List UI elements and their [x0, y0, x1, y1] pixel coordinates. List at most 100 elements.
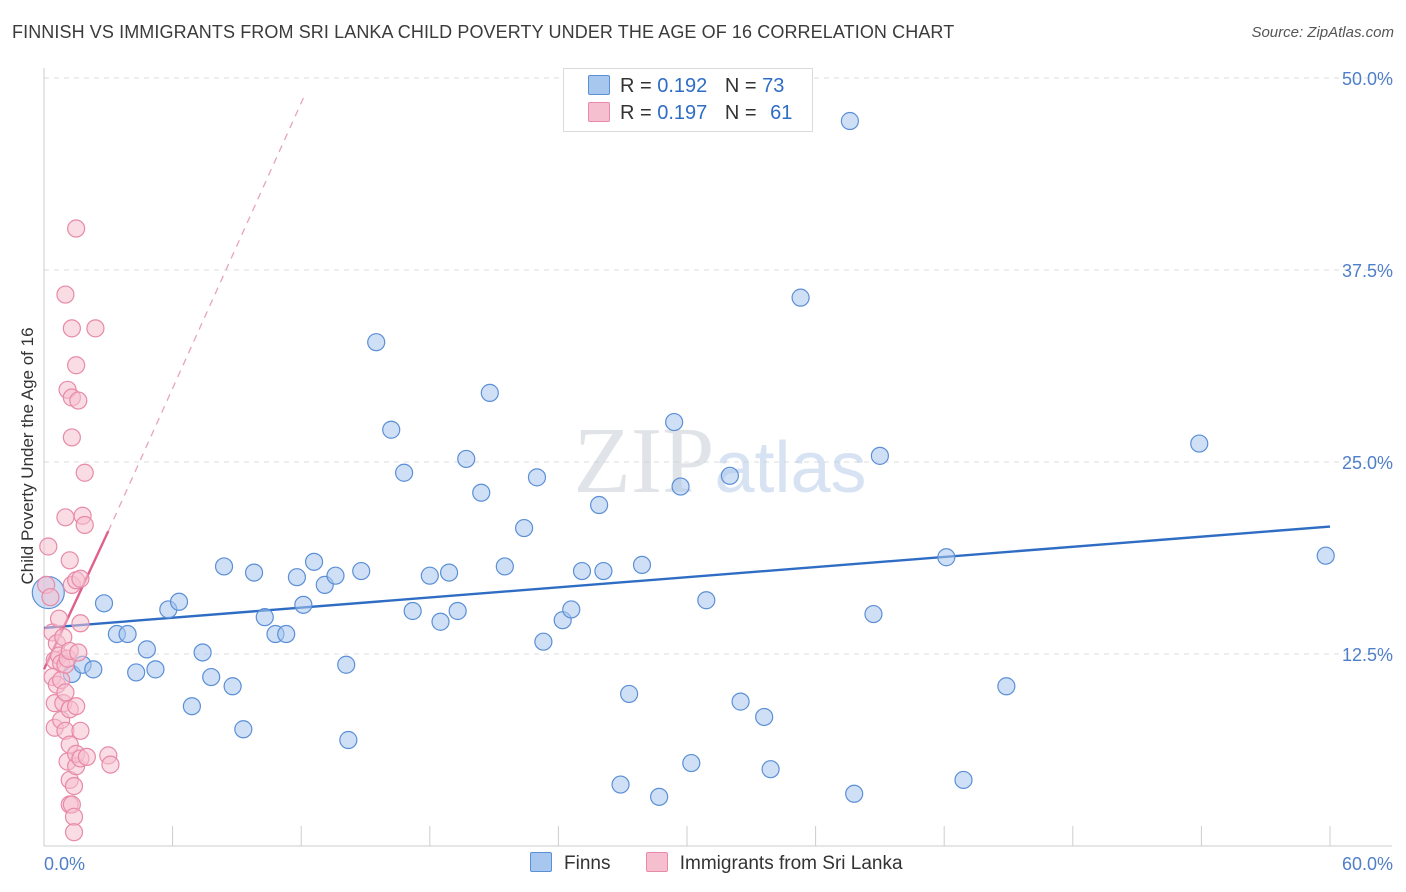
sri-lanka-point	[101, 755, 120, 774]
sri-lanka-point	[69, 391, 88, 410]
sri-lanka-point	[64, 823, 84, 842]
finns-point	[169, 592, 189, 611]
finns-point	[431, 612, 450, 631]
tick-labels: 12.5% 25.0% 37.5% 50.0% 0.0% 60.0%	[44, 69, 1393, 874]
trend-lines	[42, 93, 1331, 670]
finns-point	[214, 557, 234, 576]
r-value-sri-lanka: 0.197	[657, 102, 708, 124]
r-label: R =	[620, 75, 652, 97]
finns-point	[367, 333, 386, 352]
finns-point	[234, 720, 253, 739]
finns-point	[472, 483, 491, 502]
finns-point	[534, 632, 553, 651]
sri-lanka-point	[64, 776, 84, 796]
finns-point	[294, 595, 313, 614]
finns-point	[439, 563, 459, 582]
finns-point	[382, 420, 401, 439]
finns-point	[937, 548, 956, 567]
finns-point	[304, 552, 324, 571]
finns-point	[94, 594, 114, 613]
finns-point	[650, 787, 669, 806]
legend-item-finns: Finns	[530, 852, 610, 875]
sri-lanka-point	[62, 319, 81, 338]
y-tick-label: 25.0%	[1342, 453, 1393, 473]
finns-point	[182, 697, 201, 716]
finns-point	[244, 563, 264, 582]
finns-point	[480, 383, 499, 402]
sri-lanka-point	[60, 551, 79, 570]
finns-point	[394, 463, 414, 482]
finns-point	[337, 655, 356, 674]
finns-point	[118, 624, 137, 644]
sri-lanka-point	[67, 356, 86, 375]
legend-row-finns: R = 0.192 N = 73	[588, 75, 784, 99]
finns-point	[403, 601, 422, 621]
n-value-sri-lanka: 61	[770, 102, 793, 124]
finns-swatch	[588, 75, 610, 95]
sri-lanka-point	[39, 537, 58, 556]
finns-point	[682, 753, 701, 773]
finns-point	[255, 608, 274, 627]
sri-lanka-point	[71, 721, 90, 740]
sri-lanka-point	[56, 285, 75, 304]
sri-lanka-point	[41, 588, 60, 607]
x-tick-label-max: 60.0%	[1342, 854, 1393, 874]
finns-point	[84, 660, 103, 679]
legend-label-finns: Finns	[564, 853, 611, 874]
sri-lanka-point	[56, 683, 75, 702]
sri-lanka-swatch	[588, 102, 610, 122]
grid-lines	[44, 77, 1392, 655]
finns-point	[755, 707, 774, 727]
finns-point	[791, 288, 810, 307]
sri-lanka-trend-extension	[107, 93, 307, 532]
finns-point	[287, 568, 307, 587]
sri-lanka-swatch	[645, 852, 668, 872]
finns-point	[420, 566, 439, 585]
n-label: N =	[724, 75, 757, 97]
data-points	[31, 111, 1335, 842]
finns-point	[223, 677, 242, 696]
sri-lanka-point	[75, 463, 94, 482]
finns-point	[731, 692, 750, 711]
legend-row-sri-lanka: R = 0.197 N = 61	[588, 102, 792, 126]
finns-point	[840, 111, 859, 131]
finns-point	[761, 760, 780, 779]
legend: R = 0.192 N = 73 R = 0.197 N = 61	[563, 68, 813, 132]
finns-point	[611, 775, 630, 794]
watermark: ZIPatlas	[573, 409, 866, 513]
finns-swatch	[530, 852, 552, 872]
finns-point	[697, 591, 716, 610]
finns-point	[1190, 434, 1209, 453]
r-label: R =	[620, 102, 652, 124]
x-tick-label-min: 0.0%	[44, 854, 85, 874]
sri-lanka-point	[75, 515, 94, 535]
finns-point	[594, 561, 613, 581]
finns-point	[277, 624, 296, 644]
sri-lanka-point	[86, 319, 105, 338]
legend-label-sri-lanka: Immigrants from Sri Lanka	[679, 853, 903, 874]
sri-lanka-point	[56, 508, 75, 527]
finns-point	[137, 640, 156, 659]
finns-point	[515, 518, 534, 538]
sri-lanka-point	[69, 643, 88, 662]
finns-point	[527, 468, 547, 487]
finns-point	[562, 600, 581, 619]
finns-point	[997, 677, 1016, 696]
y-tick-label: 50.0%	[1342, 69, 1393, 89]
finns-point	[620, 684, 639, 704]
finns-point	[352, 561, 371, 581]
finns-point	[146, 660, 165, 679]
finns-point	[870, 446, 890, 465]
finns-point	[202, 667, 221, 687]
finns-point	[590, 495, 609, 515]
sri-lanka-point	[62, 428, 81, 447]
axes	[43, 68, 1392, 847]
finns-point	[127, 663, 146, 682]
finns-point	[864, 604, 883, 624]
finns-point	[720, 466, 739, 485]
finns-point	[495, 557, 514, 576]
sri-lanka-point	[49, 609, 69, 628]
legend-item-sri-lanka: Immigrants from Sri Lanka	[645, 852, 903, 875]
chart-title: FINNISH VS IMMIGRANTS FROM SRI LANKA CHI…	[12, 22, 955, 42]
